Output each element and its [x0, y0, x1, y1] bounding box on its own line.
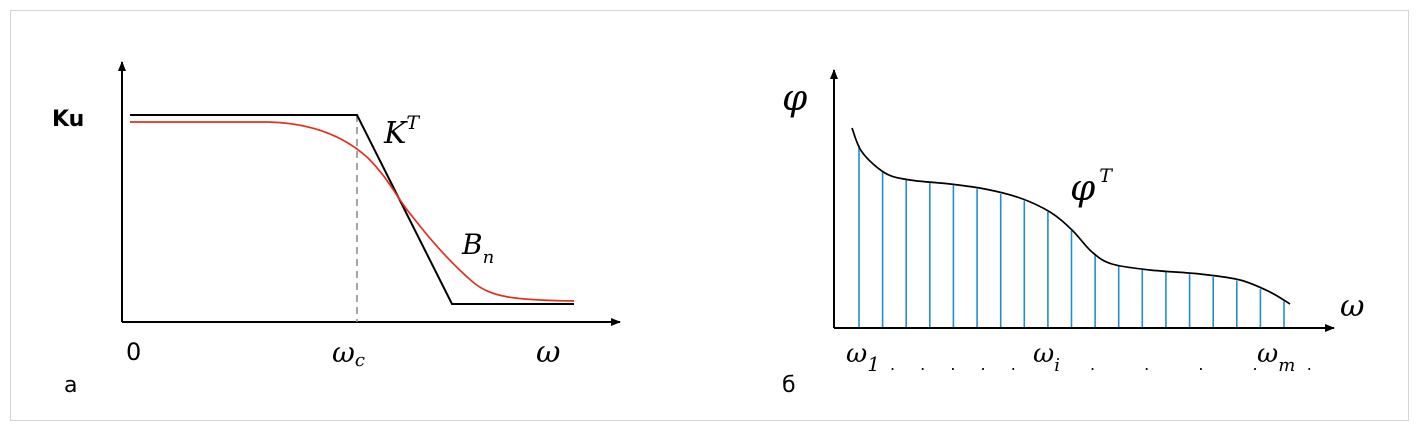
panel-b-tick-wm: ωm: [1257, 339, 1295, 376]
panel-a-kt-symbol: K: [383, 116, 408, 151]
panel-a-kt-label: KT: [383, 112, 420, 151]
panel-b-tick-wi-sub: i: [1054, 355, 1060, 376]
panel-b-curve-symbol: φ: [1070, 168, 1096, 209]
panel-a-origin-label: 0: [126, 338, 141, 366]
panel-a-b-symbol: B: [461, 228, 483, 261]
panel-b-y-label: φ: [782, 78, 808, 119]
figure-frame: [10, 10, 1409, 421]
panel-b-tick-wm-sub: m: [1278, 355, 1295, 376]
panel-a-x-label: ω: [536, 335, 560, 370]
panel-b-sample-lines: [858, 145, 1285, 328]
panel-b-tick-w1-symbol: ω: [846, 339, 867, 369]
panel-a-b-label: Bn: [461, 228, 494, 268]
panel-a-wc-sub: c: [355, 350, 365, 371]
panel-b-tick-wi-symbol: ω: [1033, 339, 1054, 369]
panel-a-caption: а: [64, 373, 77, 398]
panel-a-kt-sup: T: [406, 112, 420, 134]
panel-b-tick-wi: ωi: [1033, 339, 1060, 376]
panel-b-dots-right: . . . . .: [1090, 355, 1334, 374]
panel-b-phi-curve: [851, 127, 1291, 305]
panel-a: Ku 0 ωc ω KT Bn а: [52, 61, 621, 398]
panel-a-kt-curve: [130, 114, 574, 305]
panel-b-curve-sup: T: [1099, 165, 1113, 187]
panel-b-caption: б: [782, 373, 796, 398]
panel-a-wc-label: ωc: [332, 336, 365, 371]
panel-b-tick-w1: ω1: [846, 339, 880, 376]
panel-a-b-sub: n: [483, 247, 495, 268]
panel-b-tick-wm-symbol: ω: [1257, 339, 1278, 369]
panel-a-b-curve: [130, 121, 575, 302]
panel-b-dots-left: . . . . .: [890, 355, 1026, 374]
panel-b-x-label: ω: [1340, 289, 1364, 324]
panel-b-tick-w1-sub: 1: [867, 352, 880, 376]
panel-a-wc-symbol: ω: [332, 336, 355, 369]
panel-a-y-label: Ku: [52, 107, 84, 132]
